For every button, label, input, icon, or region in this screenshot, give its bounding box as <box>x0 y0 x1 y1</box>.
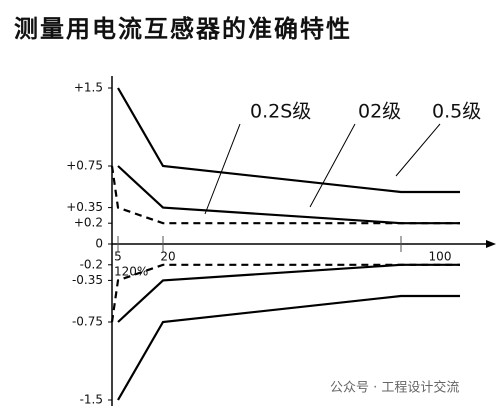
x-tick-label: 20 <box>160 250 175 264</box>
series-line <box>117 263 460 323</box>
y-tick-label: +0.2 <box>74 216 103 230</box>
y-tick-label: -1.5 <box>80 393 103 407</box>
y-tick-label: 0 <box>95 237 103 251</box>
annotation: 120% <box>114 265 148 279</box>
x-tick-label: 5 <box>114 250 122 264</box>
series-line <box>110 263 460 323</box>
x-tick-label: 100 <box>429 250 452 264</box>
series-line <box>117 87 460 194</box>
series-line <box>117 165 460 225</box>
x-axis-arrow <box>486 240 496 248</box>
watermark: 公众号 · 工程设计交流 <box>330 380 459 396</box>
leader-line <box>395 123 441 177</box>
series-label: 0.2S级 <box>250 101 311 123</box>
series-label: 0.5级 <box>432 101 481 123</box>
chart-title: 测量用电流互感器的准确特性 <box>14 15 352 43</box>
leader-line <box>309 123 356 208</box>
y-tick-label: +0.75 <box>66 159 103 173</box>
y-tick-label: +0.35 <box>66 200 103 214</box>
series-line <box>117 294 460 401</box>
y-tick-label: -0.35 <box>72 273 103 287</box>
y-tick-label: -0.2 <box>80 257 103 271</box>
y-tick-label: +1.5 <box>74 81 103 95</box>
series-label: 02级 <box>358 101 401 123</box>
y-tick-label: -0.75 <box>72 315 103 329</box>
series-line <box>110 165 460 225</box>
leader-line <box>204 123 241 215</box>
